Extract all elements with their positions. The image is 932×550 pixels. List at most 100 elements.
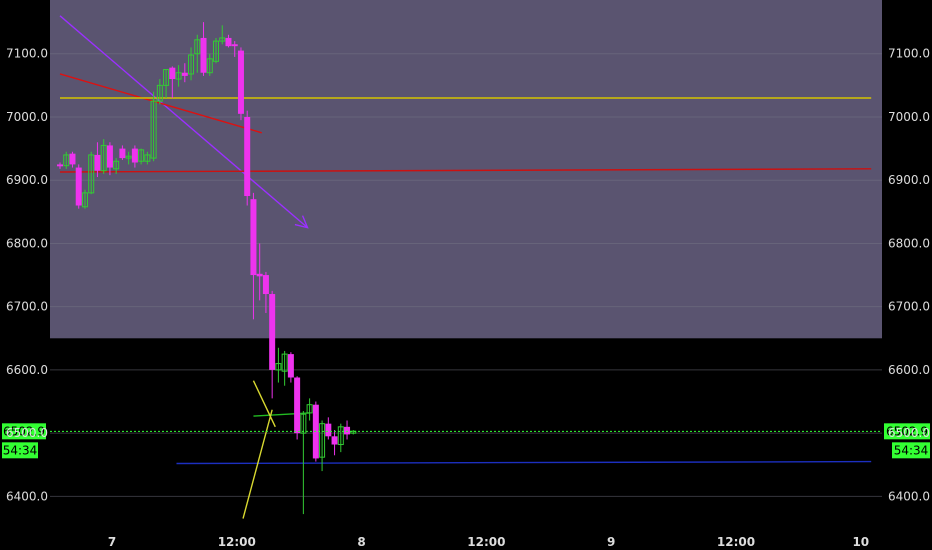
candle <box>244 110 251 206</box>
price-tag-right: 6502.9 <box>884 423 930 440</box>
purple-trend-line[interactable] <box>59 15 308 229</box>
candle <box>175 65 182 87</box>
candle <box>206 53 213 76</box>
candle-body <box>88 154 95 194</box>
y-tick-label-right: 7000.0 <box>888 110 930 124</box>
candle <box>225 34 232 48</box>
grid-lines <box>50 53 882 497</box>
candle <box>337 423 344 453</box>
current-price-marker: 6502.9 54:34 6502.9 54:34 <box>2 423 930 459</box>
candle <box>188 47 195 81</box>
candle-body <box>75 167 82 206</box>
triangle-lower-line[interactable] <box>242 409 273 519</box>
countdown-label-right: 54:34 <box>894 443 929 457</box>
countdown-tag-right-bg <box>892 442 930 459</box>
candle <box>287 352 294 383</box>
candle <box>250 192 257 320</box>
candle-body <box>319 423 326 458</box>
countdown-tag-right: 54:34 <box>892 442 930 459</box>
candle-body <box>63 154 70 167</box>
candle <box>57 162 63 169</box>
candle-body <box>256 273 263 277</box>
triangle-upper-line[interactable] <box>252 380 276 428</box>
current-price-label-right: 6502.9 <box>886 424 928 438</box>
candle <box>231 41 238 57</box>
candle <box>125 151 132 165</box>
candle-body <box>331 436 338 445</box>
candle <box>169 66 176 99</box>
y-tick-label-left: 6400.0 <box>6 489 48 503</box>
y-tick-label-right: 6600.0 <box>888 363 930 377</box>
red-horizontal-line[interactable] <box>59 168 872 173</box>
candle <box>237 47 244 121</box>
x-tick-label: 7 <box>108 535 116 549</box>
candle-body <box>175 72 182 80</box>
candle <box>94 142 101 178</box>
candle <box>144 151 151 165</box>
candle-body <box>213 40 219 62</box>
candle-body <box>350 430 357 434</box>
y-tick-label-left: 7000.0 <box>6 110 48 124</box>
y-tick-label-left: 6700.0 <box>6 300 48 314</box>
candle-body <box>169 67 176 80</box>
candle-body <box>119 148 126 159</box>
x-tick-label: 12:00 <box>717 535 755 549</box>
candle <box>119 145 126 160</box>
candle <box>88 151 95 195</box>
candle-body <box>344 426 351 435</box>
candle <box>163 69 170 99</box>
candle <box>63 151 70 169</box>
trend-lines[interactable] <box>59 15 872 519</box>
candle-body <box>325 423 332 437</box>
candle-body <box>200 37 207 73</box>
candle-body <box>262 275 269 295</box>
candle <box>275 347 282 383</box>
candle-body <box>188 54 195 75</box>
y-tick-label-right: 6500.0 <box>888 426 930 440</box>
red-trend-line[interactable] <box>59 73 262 134</box>
candle-body <box>287 354 294 378</box>
candle-body <box>150 100 157 159</box>
candle <box>106 142 113 176</box>
candle-body <box>131 148 138 163</box>
y-tick-label-left: 6600.0 <box>6 363 48 377</box>
candle-body <box>81 192 88 208</box>
y-axis-right: 6400.0 6500.0 6600.0 6700.0 6800.0 6900.0 7000… <box>888 47 930 504</box>
candle-body <box>244 116 251 197</box>
candle-body <box>194 39 201 55</box>
candle <box>294 376 301 440</box>
x-axis: 7 12:00 8 12:00 9 12:00 10 <box>108 535 869 549</box>
candle-body <box>156 84 163 102</box>
candle <box>81 189 88 209</box>
candle-body <box>269 294 276 370</box>
countdown-tag-left-bg <box>2 442 38 459</box>
candle-body <box>163 69 170 86</box>
candle-body <box>138 149 145 162</box>
countdown-tag-left: 54:34 <box>2 442 38 459</box>
candle <box>281 350 288 386</box>
candle <box>319 420 326 472</box>
candle <box>300 411 307 515</box>
y-axis-left: 6400.0 6500.0 6600.0 6700.0 6800.0 6900.0 7000… <box>6 47 48 504</box>
blue-horizontal-line[interactable] <box>176 460 872 465</box>
candle <box>100 139 107 174</box>
candle-body <box>206 58 213 74</box>
candle-body <box>275 363 282 371</box>
candle-body <box>250 199 257 276</box>
candle-body <box>57 164 63 167</box>
current-price-label-left: 6502.9 <box>3 424 45 438</box>
candle-body <box>219 37 226 42</box>
candle <box>200 22 207 76</box>
green-horizontal-line[interactable] <box>253 412 310 417</box>
candle <box>150 91 157 162</box>
x-tick-label: 10 <box>852 535 869 549</box>
candle <box>256 243 263 301</box>
y-tick-label-right: 6800.0 <box>888 236 930 250</box>
candle <box>269 290 276 399</box>
candle-body <box>181 72 188 76</box>
candle <box>75 164 82 209</box>
candle <box>156 79 163 105</box>
candle-body <box>100 144 107 172</box>
price-tag-right-bg <box>884 423 930 440</box>
